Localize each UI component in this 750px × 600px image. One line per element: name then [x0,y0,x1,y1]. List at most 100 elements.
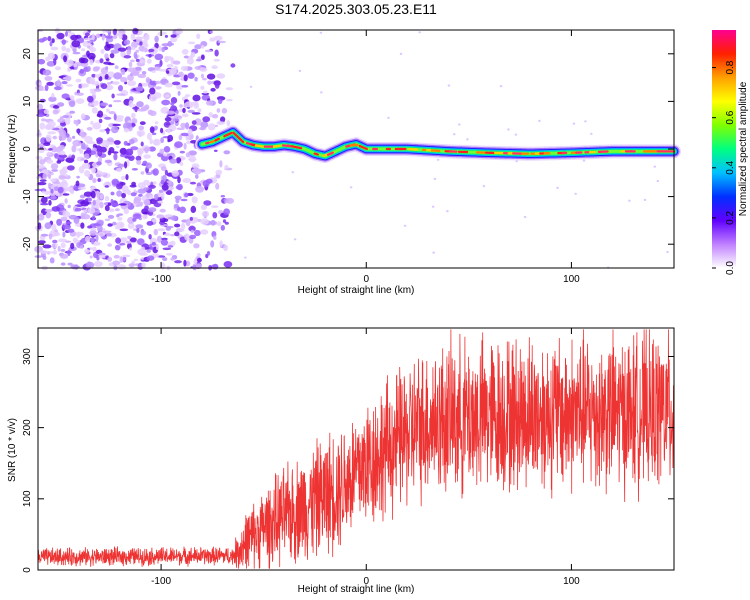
ridge-hotspot [214,137,220,142]
noise-speck [446,210,449,213]
noise-blob [153,193,159,201]
noise-blob [49,41,53,47]
noise-blob [176,183,183,191]
noise-blob [219,160,223,168]
ridge-hotspot [209,140,215,144]
noise-blob [77,148,82,152]
noise-speck [433,177,437,180]
colorbar-tick-label: 0.8 [725,60,736,74]
noise-blob [99,129,106,133]
noise-blob [41,190,46,194]
noise-blob [182,178,192,183]
noise-blob [42,255,47,260]
noise-blob [57,186,64,194]
noise-blob [71,40,81,48]
noise-blob [157,200,164,204]
noise-blob [160,166,167,172]
noise-blob [132,27,139,35]
noise-blob [57,118,66,123]
noise-blob [155,80,161,85]
noise-speck [628,199,631,202]
noise-blob [151,132,157,136]
snr-panel: -100 0 100 0 100 200 300 Height of straight l… [7,327,675,595]
noise-blob [108,104,113,108]
noise-blob [151,70,156,73]
noise-blob [39,98,46,103]
noise-blob [149,87,156,95]
noise-blob [203,200,212,206]
noise-blob [193,102,199,109]
noise-blob [104,73,109,80]
colorbar-label: Normalized spectral amplitude [738,81,749,216]
noise-blob [44,222,52,230]
noise-blob [61,39,66,45]
noise-blob [191,51,196,58]
noise-blob [213,58,220,62]
noise-blob [195,185,205,193]
noise-blob [46,159,54,164]
noise-blob [177,176,181,184]
noise-blob [123,55,132,59]
noise-blob [96,113,101,117]
noise-blob [160,239,168,246]
ridge-hotspot [313,152,319,156]
noise-blob [93,81,100,86]
noise-blob [144,104,150,110]
noise-blob [181,113,189,118]
ridge-hotspot [205,141,210,145]
noise-blob [94,88,102,92]
noise-speck [666,250,669,254]
noise-blob [184,233,190,241]
noise-blob [167,186,175,190]
noise-blob [78,83,82,89]
noise-speck [582,159,586,162]
y-tick-label: 10 [22,95,33,107]
noise-blob [196,33,201,40]
noise-blob [203,90,208,94]
noise-blob [224,165,229,170]
noise-blob [40,233,49,237]
noise-blob [149,80,158,86]
noise-blob [188,225,196,232]
noise-blob [170,97,178,104]
noise-blob [51,92,55,98]
noise-blob [131,46,136,51]
noise-blob [44,209,54,213]
noise-blob [198,127,207,131]
spectrogram-y-label: Frequency (Hz) [7,115,18,184]
ridge-hotspot [272,144,281,148]
noise-blob [100,83,108,90]
noise-blob [129,247,133,251]
snr-x-ticks: -100 0 100 [151,328,580,587]
noise-blob [210,87,216,92]
noise-blob [141,246,145,251]
noise-blob [113,254,120,259]
noise-blob [180,122,187,129]
noise-blob [81,83,89,88]
noise-blob [51,206,60,212]
noise-blob [59,116,64,120]
noise-speck [244,256,247,259]
noise-blob [95,147,104,152]
noise-blob [116,167,122,173]
noise-speck [590,132,593,135]
noise-blob [159,148,165,155]
noise-blob [106,108,110,113]
noise-blob [111,178,120,186]
noise-blob [130,146,139,151]
noise-speck [482,185,486,188]
noise-blob [140,82,149,87]
noise-blob [185,122,190,130]
noise-blob [117,213,124,216]
noise-blob [177,90,181,96]
noise-blob [64,198,68,204]
noise-blob [138,201,144,207]
noise-blob [86,174,91,178]
noise-blob [154,35,159,43]
noise-blob [146,249,151,253]
noise-blob [91,215,96,221]
noise-blob [165,252,173,256]
noise-blob [204,49,213,53]
noise-blob [156,214,165,219]
noise-blob [43,142,51,146]
